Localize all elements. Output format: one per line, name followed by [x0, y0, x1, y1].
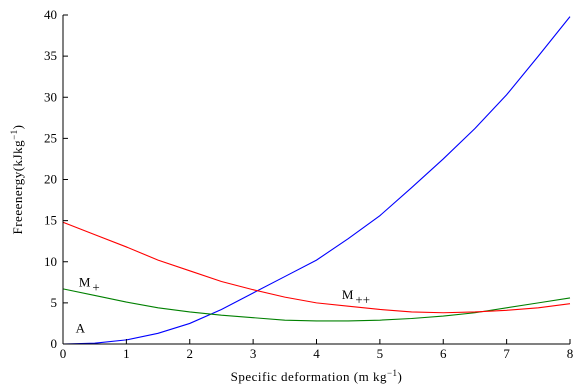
x-tick-label: 3	[250, 346, 257, 361]
y-tick-label: 30	[44, 89, 57, 104]
y-tick-label: 40	[44, 7, 57, 22]
curve-label-a: A	[76, 320, 86, 335]
y-tick-label: 10	[44, 254, 57, 269]
plot-area	[62, 16, 571, 345]
y-tick-label: 5	[51, 295, 58, 310]
y-tick-label: 20	[44, 172, 57, 187]
y-axis-label: Freeenergy(kJkg−1)	[9, 124, 25, 234]
y-tick-label: 35	[44, 48, 57, 63]
curve-label-mplus: M +	[79, 274, 100, 294]
x-tick-label: 6	[440, 346, 447, 361]
y-tick-label: 0	[51, 336, 58, 351]
x-tick-label: 1	[123, 346, 130, 361]
x-tick-label: 4	[313, 346, 320, 361]
x-axis-label: Specific deformation (m kg−1)	[231, 368, 403, 384]
x-tick-label: 0	[60, 346, 67, 361]
x-tick-label: 5	[377, 346, 384, 361]
x-tick-label: 8	[567, 346, 573, 361]
x-tick-label: 7	[503, 346, 510, 361]
labels: Specific deformation (m kg−1) Freeenergy(…	[9, 124, 402, 384]
series-line-mplusplus	[62, 221, 571, 314]
curve-label-mplusplus: M ++	[342, 287, 370, 307]
axes: 0 1 2 3 4 5 6 7 8 0 5 10 15 20 25 30 35 40	[44, 7, 573, 361]
y-tick-label: 25	[44, 130, 57, 145]
series-line-mplus	[62, 288, 571, 322]
series-line-a	[62, 16, 571, 345]
y-tick-label: 15	[44, 213, 57, 228]
x-tick-label: 2	[187, 346, 194, 361]
